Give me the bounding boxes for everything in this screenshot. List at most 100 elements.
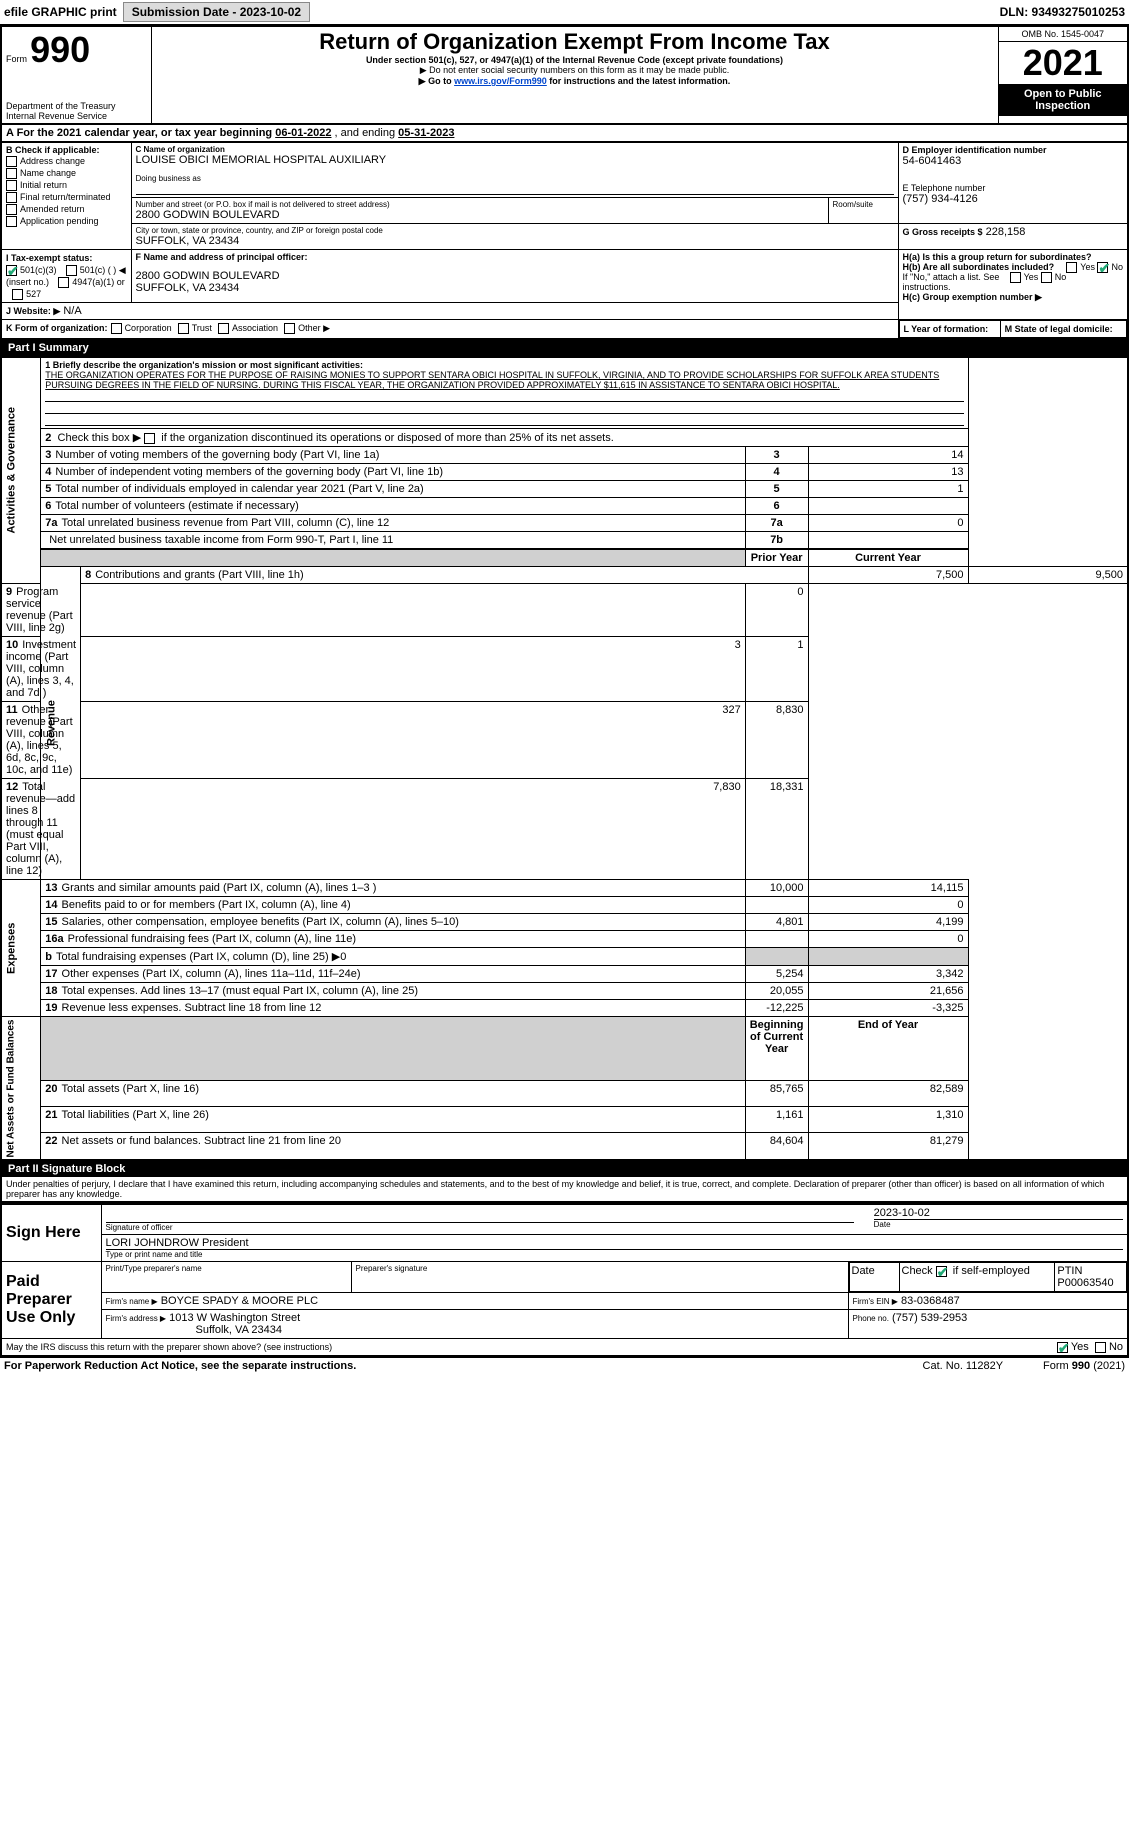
cb-corp[interactable] [111, 323, 122, 334]
ein-label: D Employer identification number [903, 145, 1124, 155]
r7a-t: Total unrelated business revenue from Pa… [62, 517, 390, 529]
gross-label: G Gross receipts $ [903, 227, 983, 237]
sign-here-label: Sign Here [1, 1204, 101, 1262]
net21c: 1,310 [808, 1106, 968, 1132]
m-label: M State of legal domicile: [1005, 324, 1113, 334]
exp13p: 10,000 [745, 880, 808, 897]
goto-suffix: for instructions and the latest informat… [547, 76, 731, 86]
top-bar: efile GRAPHIC print Submission Date - 20… [0, 0, 1129, 25]
officer-line1: 2800 GODWIN BOULEVARD [136, 270, 894, 282]
cb-ha-no[interactable] [1097, 262, 1108, 273]
i-opt0: 501(c)(3) [20, 265, 57, 275]
rev12c: 18,331 [745, 779, 808, 880]
cb-assoc[interactable] [218, 323, 229, 334]
r3-n: 3 [45, 449, 55, 461]
gov-row-5: 5Total number of individuals employed in… [1, 481, 1128, 498]
part1-header: Part I Summary [0, 340, 1129, 356]
rev9c: 0 [745, 584, 808, 637]
cb-trust[interactable] [178, 323, 189, 334]
cb-hb-yes[interactable] [1010, 272, 1021, 283]
irs-link[interactable]: www.irs.gov/Form990 [454, 76, 547, 86]
section-d-e: D Employer identification number 54-6041… [898, 142, 1128, 224]
vert-gov: Activities & Governance [1, 357, 41, 584]
exp18c: 21,656 [808, 983, 968, 1000]
exp16bc [808, 948, 968, 966]
cb-discuss-no[interactable] [1095, 1342, 1106, 1353]
k-label: K Form of organization: [6, 323, 108, 333]
firm-ein-cell: Firm's EIN ▶ 83-0368487 [848, 1293, 1128, 1310]
net22n: 22 [45, 1135, 61, 1147]
cb-hb-no[interactable] [1041, 272, 1052, 283]
gov-row-6: 6Total number of volunteers (estimate if… [1, 498, 1128, 515]
exp15n: 15 [45, 916, 61, 928]
cb-other[interactable] [284, 323, 295, 334]
cb-501c[interactable] [66, 265, 77, 276]
exp17p: 5,254 [745, 966, 808, 983]
prep-sig-label: Preparer's signature [356, 1264, 844, 1273]
cb-discuss-yes[interactable] [1057, 1342, 1068, 1353]
hc-label: H(c) Group exemption number ▶ [903, 292, 1124, 303]
cb-discontinued[interactable] [144, 433, 155, 444]
submission-date-button[interactable]: Submission Date - 2023-10-02 [123, 2, 310, 22]
net22c: 81,279 [808, 1133, 968, 1160]
cb-self-employed[interactable] [936, 1266, 947, 1277]
cb-527[interactable] [12, 289, 23, 300]
k-corp: Corporation [125, 323, 172, 333]
b-pend: Application pending [20, 216, 99, 226]
cb-ha-yes[interactable] [1066, 262, 1077, 273]
c-name-label: C Name of organization [136, 145, 894, 154]
tax-year-begin: 06-01-2022 [275, 127, 331, 139]
firm-name-cell: Firm's name ▶ BOYCE SPADY & MOORE PLC [101, 1293, 848, 1310]
open-public-badge: Open to Public Inspection [999, 84, 1128, 116]
may-irs-text: May the IRS discuss this return with the… [6, 1342, 332, 1352]
firm-phone-label: Phone no. [853, 1314, 889, 1323]
hb-no: No [1055, 272, 1067, 282]
hb-label: H(b) Are all subordinates included? [903, 262, 1055, 272]
exp14n: 14 [45, 899, 61, 911]
r7a-v: 0 [808, 515, 968, 532]
cb-address-change[interactable] [6, 156, 17, 167]
prep-name-label: Print/Type preparer's name [106, 1264, 347, 1273]
firm-ein: 83-0368487 [901, 1295, 960, 1307]
r7a-box: 7a [745, 515, 808, 532]
section-g: G Gross receipts $ 228,158 [898, 224, 1128, 250]
section-l-m: L Year of formation: M State of legal do… [898, 320, 1128, 340]
rev8t: Contributions and grants (Part VIII, lin… [95, 569, 304, 581]
footer: For Paperwork Reduction Act Notice, see … [0, 1357, 1129, 1374]
cb-name-change[interactable] [6, 168, 17, 179]
gov-row-7a: 7a Total unrelated business revenue from … [1, 515, 1128, 532]
exp19c: -3,325 [808, 1000, 968, 1017]
firm-phone: (757) 539-2953 [892, 1312, 967, 1324]
r3-t: Number of voting members of the governin… [55, 449, 379, 461]
exp15p: 4,801 [745, 914, 808, 931]
exp19p: -12,225 [745, 1000, 808, 1017]
prep-right-cell: Date Check if self-employed PTINP0006354… [848, 1262, 1128, 1293]
r3-v: 14 [808, 447, 968, 464]
cb-application-pending[interactable] [6, 216, 17, 227]
section-j: J Website: ▶ N/A [1, 303, 898, 320]
col-prior: Prior Year [745, 549, 808, 567]
section-c-street: Number and street (or P.O. box if mail i… [131, 198, 828, 224]
form-word: Form [6, 54, 27, 64]
rev11p: 327 [81, 702, 746, 779]
k-assoc: Association [232, 323, 278, 333]
rev9n: 9 [6, 586, 16, 598]
gross-value: 228,158 [986, 226, 1026, 238]
footer-form: Form 990 (2021) [1043, 1360, 1125, 1372]
exp17c: 3,342 [808, 966, 968, 983]
cb-501c3[interactable] [6, 265, 17, 276]
firm-addr1: 1013 W Washington Street [169, 1312, 300, 1324]
exp15c: 4,199 [808, 914, 968, 931]
b-final: Final return/terminated [20, 192, 111, 202]
q1-cell: 1 Briefly describe the organization's mi… [41, 357, 968, 429]
irs-label: Internal Revenue Service [6, 111, 147, 121]
cb-final-return[interactable] [6, 192, 17, 203]
r6-box: 6 [745, 498, 808, 515]
sig-date-label: Date [874, 1220, 1123, 1229]
cb-amended[interactable] [6, 204, 17, 215]
gov-row-3: 3Number of voting members of the governi… [1, 447, 1128, 464]
dln-label: DLN: 93493275010253 [1000, 5, 1125, 19]
cb-4947[interactable] [58, 277, 69, 288]
b-amend: Amended return [20, 204, 85, 214]
cb-initial-return[interactable] [6, 180, 17, 191]
